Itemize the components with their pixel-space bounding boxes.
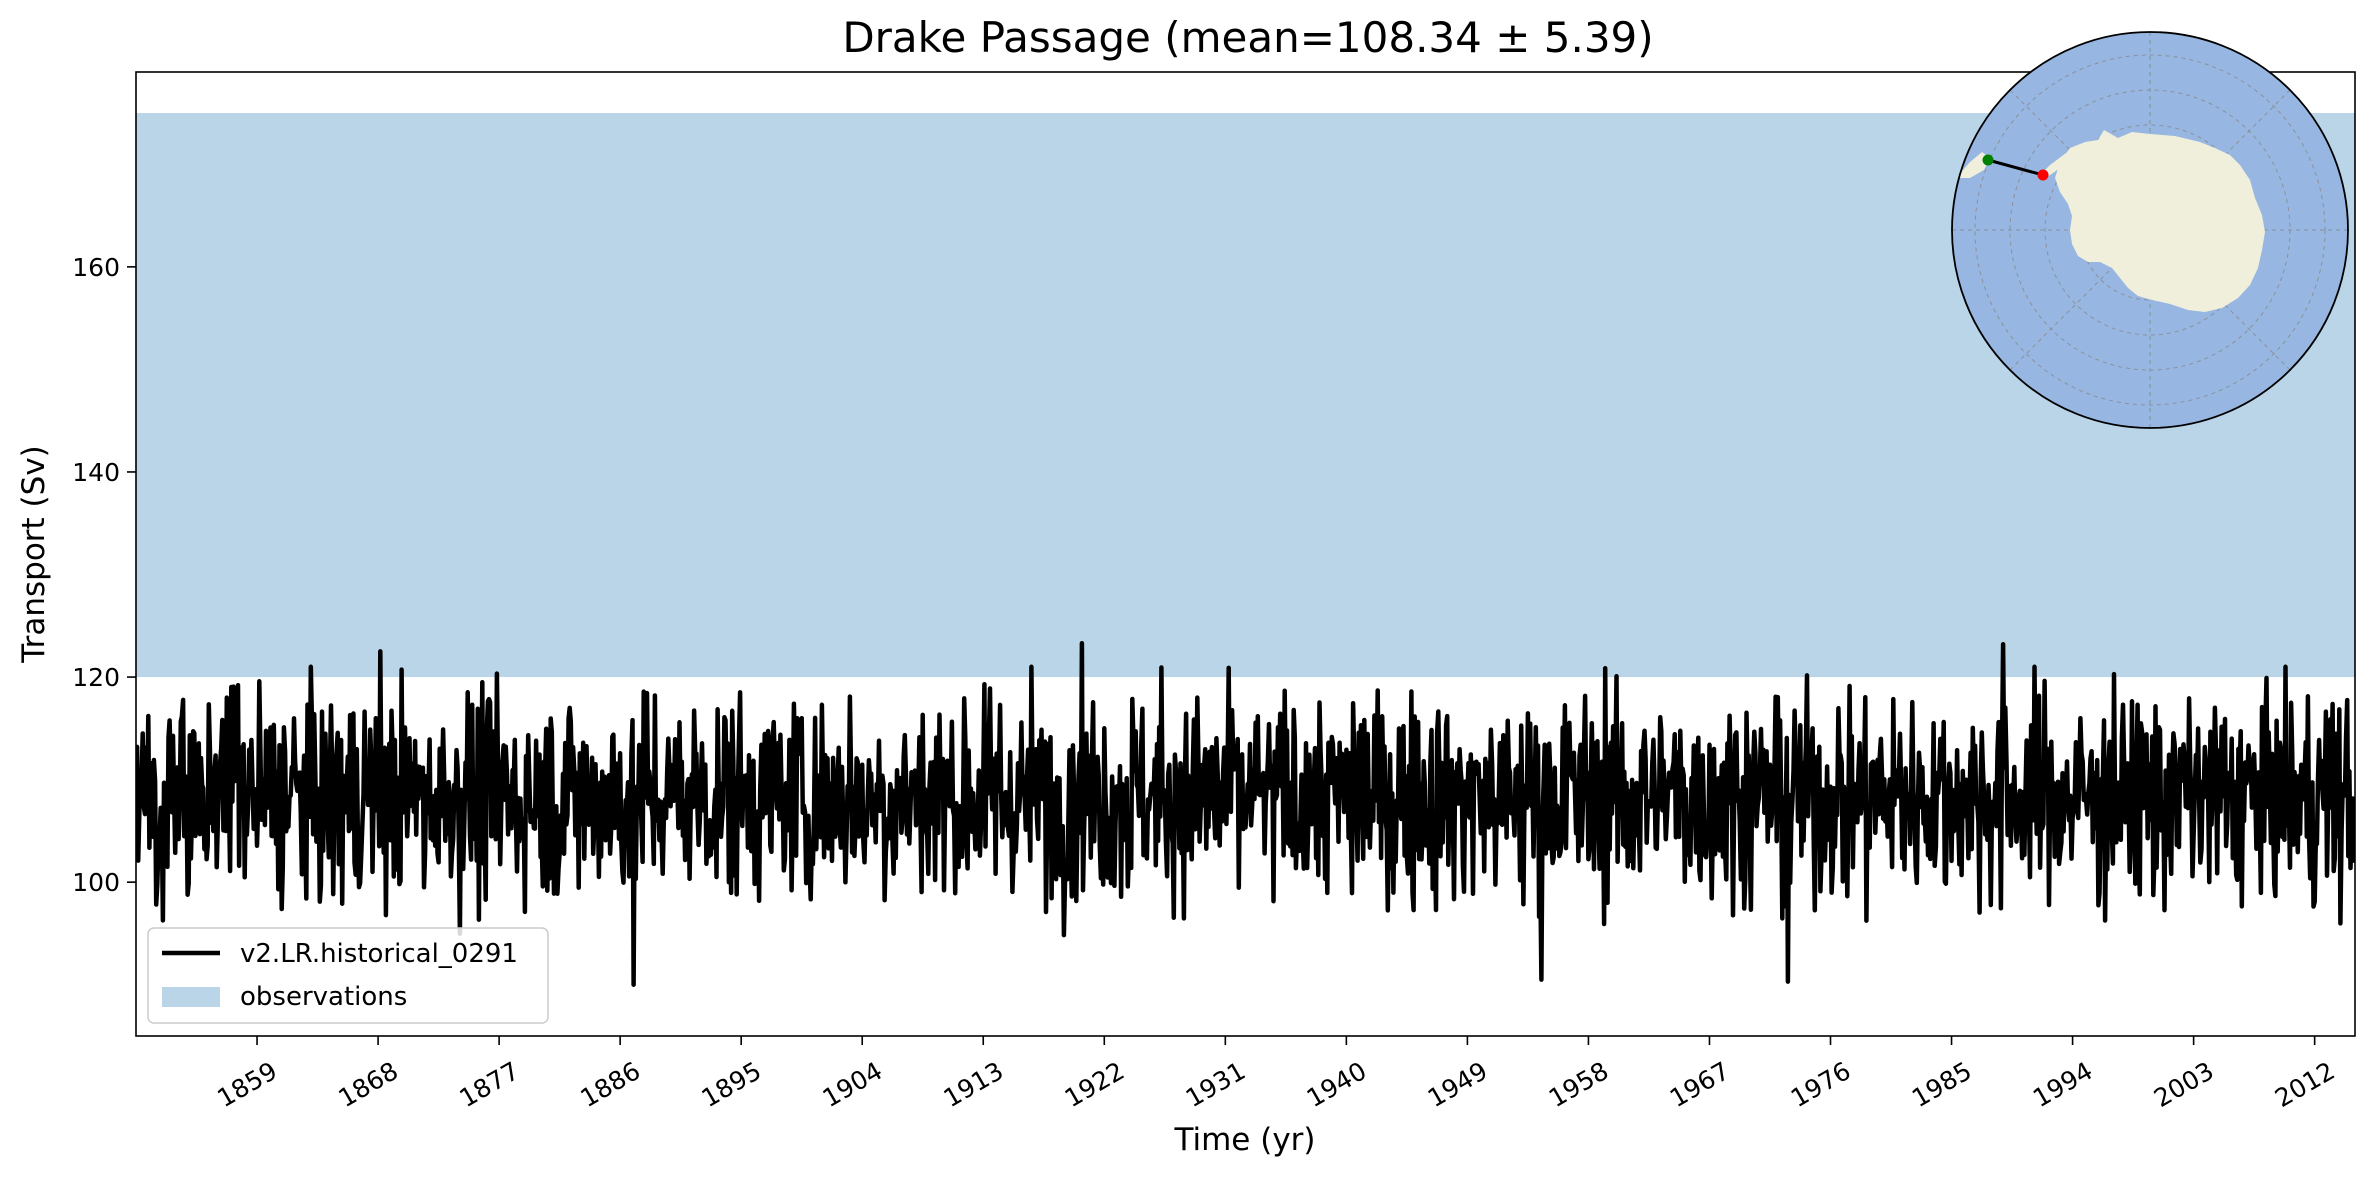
section-end-point: [2037, 169, 2049, 181]
x-tick-label: 1904: [818, 1056, 888, 1113]
legend: v2.LR.historical_0291 observations: [147, 927, 549, 1024]
x-tick-label: 1895: [697, 1056, 767, 1113]
y-tick-label: 160: [72, 253, 120, 282]
chart-title: Drake Passage (mean=108.34 ± 5.39): [842, 13, 1653, 62]
series-line-v2-lr-historical-0291: [136, 640, 2355, 987]
section-start-point: [1982, 154, 1994, 166]
x-tick-label: 1913: [939, 1056, 1009, 1113]
legend-label-observations: observations: [240, 982, 407, 1012]
x-tick-label: 1994: [2028, 1056, 2098, 1113]
x-tick-label: 1985: [1907, 1056, 1977, 1113]
y-tick-label: 120: [72, 663, 120, 692]
south-america-tip: [1956, 152, 1990, 178]
x-tick-label: 1922: [1060, 1056, 1130, 1113]
y-tick-label: 100: [72, 868, 120, 897]
x-tick-label: 1859: [212, 1056, 282, 1113]
y-axis: 100 120 140 160: [72, 253, 136, 897]
x-tick-label: 2003: [2149, 1056, 2219, 1113]
plot-frame: [135, 71, 2356, 1037]
x-tick-label: 2012: [2270, 1056, 2340, 1113]
x-tick-label: 1940: [1302, 1056, 1372, 1113]
inset-map: [1951, 31, 2349, 429]
x-tick-label: 1931: [1181, 1056, 1251, 1113]
antarctica-landmass: [2055, 130, 2265, 312]
peninsula: [2040, 150, 2075, 178]
x-tick-label: 1967: [1665, 1056, 1735, 1113]
x-tick-label: 1958: [1544, 1056, 1614, 1113]
x-tick-label: 1976: [1786, 1056, 1856, 1113]
section-line: [1987, 158, 2044, 177]
x-tick-label: 1877: [455, 1056, 525, 1113]
x-axis-title: Time (yr): [1174, 1122, 1316, 1158]
y-axis-title: Transport (Sv): [16, 445, 52, 664]
x-axis: 1859 1868 1877 1886 1895 1904 1913 1922 1931 1940…: [212, 1036, 2340, 1113]
legend-band-swatch: [162, 987, 220, 1007]
x-tick-label: 1886: [576, 1056, 646, 1113]
legend-label-series: v2.LR.historical_0291: [240, 939, 518, 969]
x-tick-label: 1949: [1423, 1056, 1493, 1113]
x-tick-label: 1868: [333, 1056, 403, 1113]
y-tick-label: 140: [72, 458, 120, 487]
